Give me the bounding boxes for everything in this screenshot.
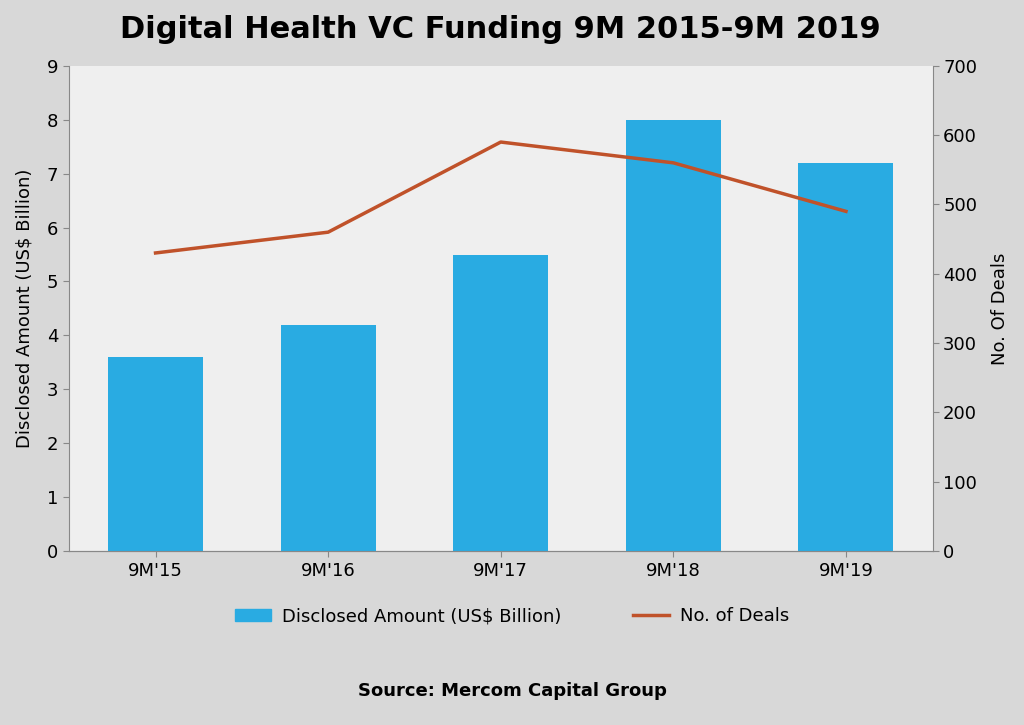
Y-axis label: Disclosed Amount (US$ Billion): Disclosed Amount (US$ Billion) xyxy=(15,169,33,448)
Text: Source: Mercom Capital Group: Source: Mercom Capital Group xyxy=(357,682,667,700)
Y-axis label: No. Of Deals: No. Of Deals xyxy=(991,252,1009,365)
Bar xyxy=(626,120,721,551)
Title: Digital Health VC Funding 9M 2015-9M 2019: Digital Health VC Funding 9M 2015-9M 201… xyxy=(121,15,881,44)
Bar xyxy=(281,325,376,551)
Bar xyxy=(109,357,203,551)
Legend: Disclosed Amount (US$ Billion), No. of Deals: Disclosed Amount (US$ Billion), No. of D… xyxy=(227,600,797,633)
Bar xyxy=(799,163,893,551)
Bar xyxy=(454,254,548,551)
